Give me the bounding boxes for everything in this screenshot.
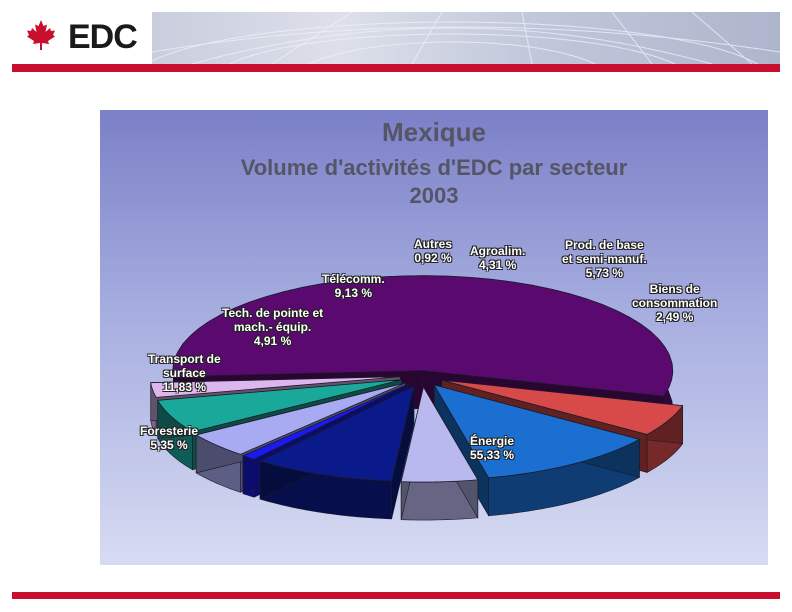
label-biens: Biens de consommation 2,49 % [632, 282, 718, 324]
chart-title-block: Mexique Volume d'activités d'EDC par sec… [100, 116, 768, 210]
pie-chart [150, 275, 684, 521]
pie-slice [258, 385, 415, 482]
label-autres: Autres 0,92 % [414, 237, 453, 265]
pie-slice [400, 386, 479, 483]
label-foresterie: Foresterie 5,35 % [140, 424, 199, 452]
label-energie: Énergie 55,33 % [470, 434, 515, 462]
header: EDC [0, 0, 792, 75]
pie-slice [195, 382, 406, 455]
maple-leaf-icon [27, 20, 55, 50]
header-rule [12, 64, 780, 72]
chart-title: Mexique [381, 117, 487, 147]
globe-pattern [152, 12, 780, 64]
pie-slice [150, 376, 401, 398]
label-prod: Prod. de base et semi-manuf. 5,73 % [562, 238, 647, 280]
label-tech: Tech. de pointe et mach.- équip. 4,91 % [222, 306, 324, 348]
label-transport: Transport de surface 11,83 % [148, 352, 221, 394]
pie-slice [441, 379, 684, 435]
pie-slice [241, 383, 409, 460]
edc-logo: EDC [24, 14, 144, 56]
label-telecomm: Télécomm. 9,13 % [322, 272, 385, 300]
logo-text: EDC [68, 18, 138, 56]
pie-slice [433, 384, 641, 479]
header-banner [152, 12, 780, 64]
footer-rule [12, 592, 780, 599]
label-agroalim: Agroalim. 4,31 % [470, 244, 526, 272]
chart-subtitle: Volume d'activités d'EDC par secteur [240, 155, 628, 180]
chart-year: 2003 [409, 183, 459, 208]
pie-slice [172, 275, 674, 397]
pie-slice [157, 379, 402, 433]
